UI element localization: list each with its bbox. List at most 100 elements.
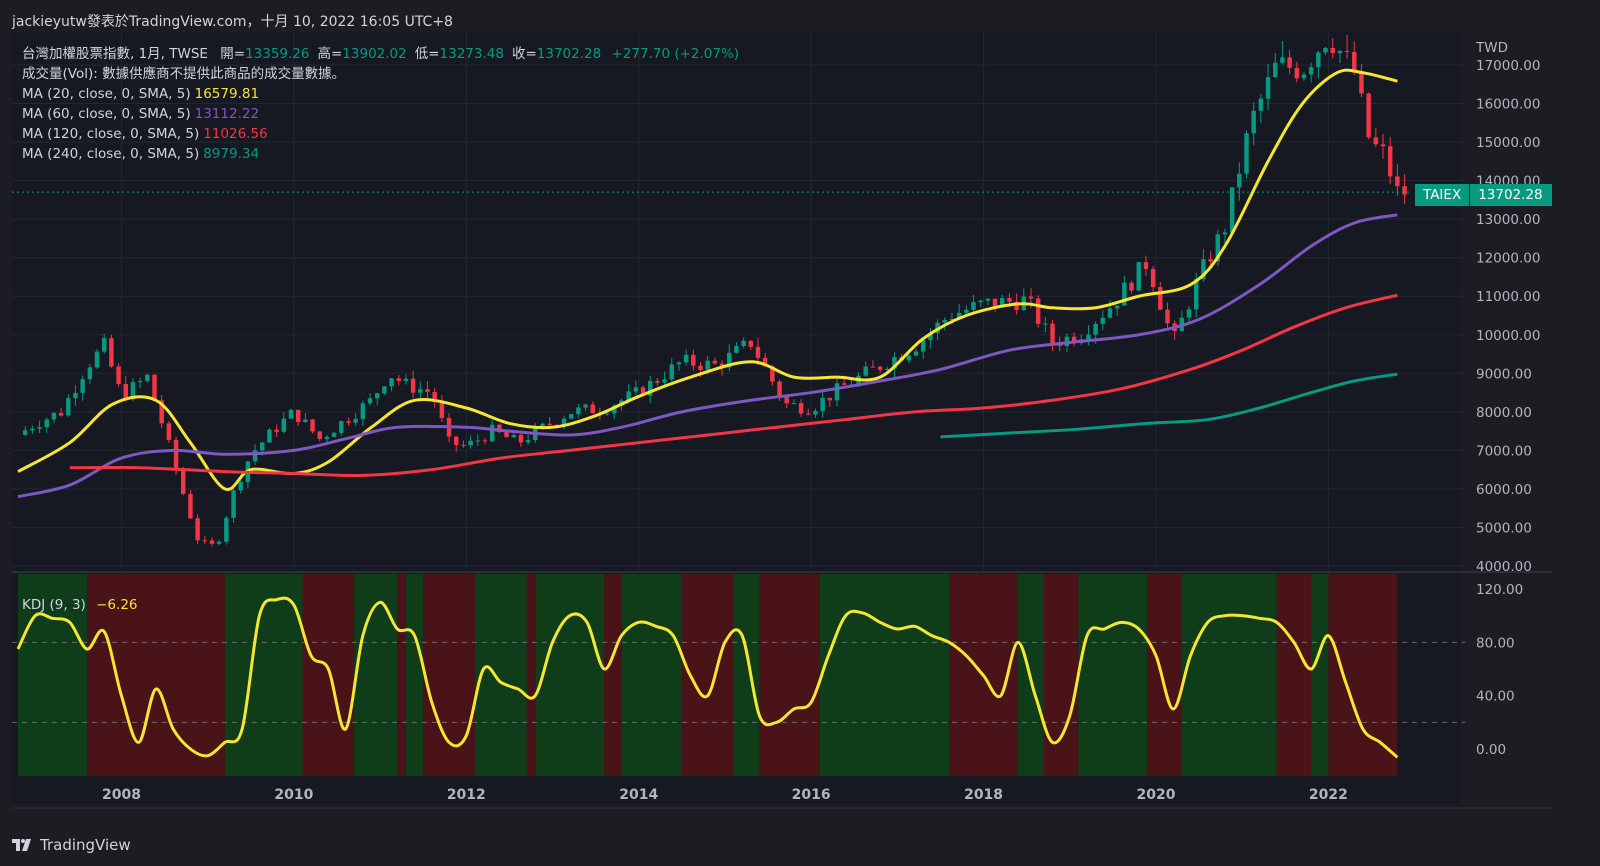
- candle-body: [260, 442, 265, 451]
- candle-body: [540, 423, 545, 428]
- ma-legend-item: MA (60, close, 0, SMA, 5) 13112.22: [22, 104, 739, 124]
- candle-body: [73, 392, 78, 399]
- candle-body: [626, 391, 631, 401]
- price-tick-label: 9000.00: [1476, 366, 1532, 382]
- candle-body: [942, 319, 947, 323]
- candle-body: [382, 386, 387, 394]
- candle-body: [1395, 176, 1400, 187]
- candle-body: [1301, 74, 1307, 79]
- candle-body: [1352, 51, 1357, 73]
- time-tick-label: 2014: [619, 787, 658, 803]
- candle-body: [1287, 57, 1292, 68]
- candle-body: [1071, 336, 1077, 344]
- time-tick-label: 2008: [102, 787, 141, 803]
- volume-note: 成交量(Vol): 數據供應商不提供此商品的成交量數據。: [22, 66, 346, 82]
- ma-legend-list: MA (20, close, 0, SMA, 5) 16579.81 MA (60,…: [22, 84, 739, 164]
- kdj-regime-band: [604, 574, 622, 776]
- candle-body: [410, 378, 416, 393]
- candle-body: [303, 419, 308, 423]
- ohlc-label: 高: [317, 46, 331, 62]
- candle-body: [281, 418, 287, 432]
- candle-body: [482, 440, 488, 442]
- candle-body: [30, 428, 35, 431]
- candle-body: [461, 445, 466, 447]
- candle-body: [166, 423, 172, 440]
- currency-label: TWD: [1475, 40, 1508, 56]
- candle-body: [44, 419, 49, 428]
- moving-average-lines: [17, 68, 1398, 499]
- candle-body: [1136, 262, 1141, 291]
- price-tick-label: 7000.00: [1476, 443, 1532, 459]
- candle-body: [145, 374, 150, 381]
- candle-body: [655, 380, 660, 383]
- candle-body: [1323, 47, 1328, 53]
- candle-body: [971, 302, 976, 310]
- candle-body: [439, 402, 445, 418]
- candle-body: [504, 432, 509, 438]
- candle-body: [209, 540, 215, 544]
- ma-legend-item: MA (20, close, 0, SMA, 5) 16579.81: [22, 84, 739, 104]
- candle-body: [497, 424, 502, 433]
- candle-body: [87, 367, 93, 380]
- candle-body: [367, 398, 373, 404]
- ohlc-item: 高=13902.02: [317, 46, 407, 62]
- candle-body: [1150, 268, 1156, 288]
- candle-body: [1107, 308, 1113, 318]
- kdj-value: −6.26: [96, 597, 138, 613]
- candle-body: [583, 404, 588, 408]
- candle-body: [568, 414, 574, 419]
- candle-body: [58, 412, 64, 416]
- candle-body: [274, 429, 279, 432]
- candle-body: [1158, 287, 1163, 310]
- kdj-regime-band: [621, 574, 682, 776]
- candle-body: [181, 469, 186, 494]
- tradingview-branding[interactable]: TradingView: [12, 836, 131, 854]
- candle-body: [1402, 186, 1407, 195]
- candle-body: [123, 384, 128, 400]
- kdj-regime-band: [1311, 574, 1329, 776]
- ma-label: MA (120, close, 0, SMA, 5): [22, 126, 200, 142]
- candle-body: [1007, 298, 1012, 302]
- candle-body: [324, 436, 330, 439]
- candle-body: [1028, 296, 1034, 299]
- candle-body: [777, 381, 782, 397]
- candle-body: [1215, 234, 1220, 262]
- candle-body: [374, 393, 380, 399]
- candle-body: [159, 400, 164, 424]
- candle-body: [1114, 305, 1120, 309]
- candle-body: [1280, 57, 1285, 63]
- time-tick-label: 2010: [274, 787, 313, 803]
- kdj-regime-backgrounds: [12, 574, 1465, 776]
- kdj-line: [16, 596, 1399, 759]
- candle-body: [906, 355, 912, 361]
- candle-body: [1208, 259, 1213, 262]
- candle-body: [727, 352, 732, 368]
- kdj-regime-band: [1276, 574, 1312, 776]
- candle-body: [1201, 259, 1206, 280]
- candle-body: [94, 351, 100, 368]
- candle-body: [418, 389, 423, 393]
- candle-body: [827, 397, 833, 401]
- kdj-regime-band: [1147, 574, 1182, 776]
- candle-body: [1359, 72, 1364, 94]
- candle-body: [698, 365, 703, 370]
- candle-body: [877, 366, 883, 370]
- kdj-regime-band: [966, 574, 1019, 776]
- ohlc-value: 13902.02: [342, 46, 407, 62]
- candlestick-series: [12, 35, 1412, 547]
- candle-body: [734, 346, 739, 353]
- publication-header: jackieyutw發表於TradingView.com，十月 10, 2022…: [12, 14, 453, 30]
- ma-line: [940, 372, 1398, 439]
- candle-body: [892, 357, 897, 369]
- candle-body: [820, 397, 825, 411]
- time-tick-label: 2012: [447, 787, 486, 803]
- time-tick-label: 2020: [1137, 787, 1176, 803]
- price-tick-label: 8000.00: [1476, 405, 1532, 421]
- candle-body: [389, 378, 394, 387]
- candle-body: [202, 540, 208, 542]
- candle-body: [841, 383, 847, 385]
- candle-body: [1186, 309, 1192, 318]
- candle-body: [612, 405, 617, 414]
- kdj-legend: KDJ (9, 3) −6.26: [22, 597, 138, 613]
